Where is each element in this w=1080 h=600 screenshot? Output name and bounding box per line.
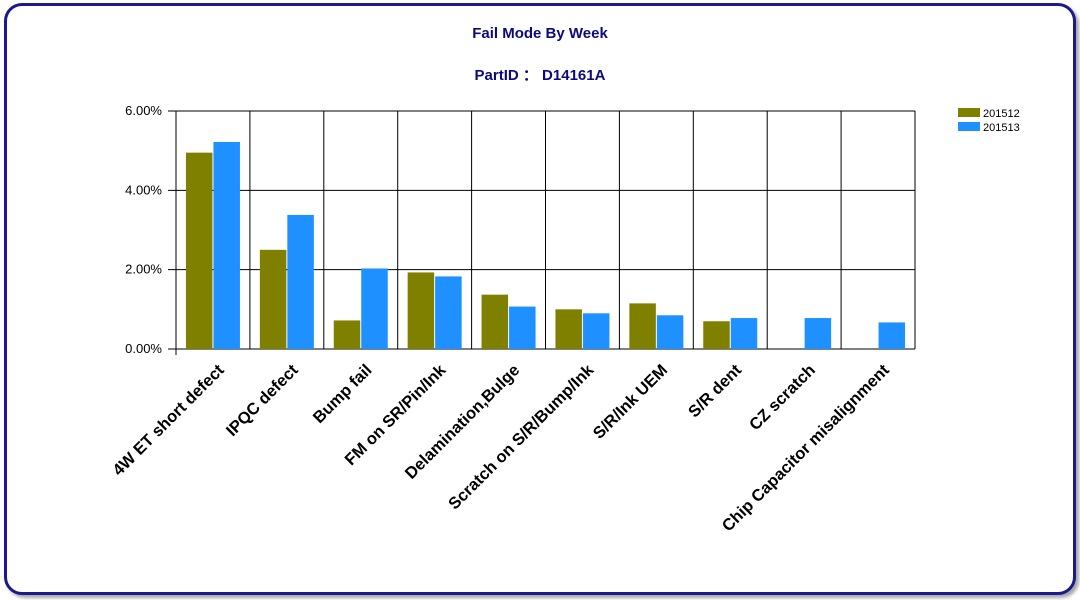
x-tick-label: 4W ET short defect — [109, 361, 228, 480]
bar-201512-3 — [407, 272, 435, 349]
bar-201512-1 — [259, 249, 287, 349]
y-tick-label: 0.00% — [125, 341, 162, 356]
x-tick-label: Chip Capacitor misalignment — [719, 361, 894, 536]
chart-subtitle: PartID ： D14161A — [474, 67, 606, 84]
x-tick-label: IPQC defect — [223, 361, 302, 440]
bar-201512-6 — [629, 303, 656, 349]
bar-201513-0 — [213, 141, 240, 349]
x-tick-label: Scratch on S/R/Bump/Ink — [445, 361, 598, 514]
bar-201512-2 — [333, 320, 361, 349]
legend-swatch-201513 — [958, 122, 980, 131]
chart-frame — [4, 3, 1076, 595]
bar-201512-7 — [703, 321, 730, 349]
bar-201513-1 — [287, 214, 314, 349]
bar-201513-9 — [878, 322, 906, 349]
bar-201513-5 — [582, 313, 610, 349]
x-tick-label: CZ scratch — [746, 361, 819, 434]
y-tick-label: 2.00% — [125, 262, 162, 277]
bar-201512-0 — [185, 152, 213, 349]
bar-201513-2 — [361, 268, 388, 349]
x-tick-label: S/R/Ink UEM — [590, 361, 671, 442]
legend-label-201513: 201513 — [983, 122, 1020, 134]
bar-201513-3 — [435, 276, 462, 349]
y-tick-label: 4.00% — [125, 182, 162, 197]
bar-201513-8 — [804, 318, 832, 349]
legend-swatch-201512 — [958, 108, 980, 117]
bar-201513-4 — [509, 306, 536, 349]
bar-201513-7 — [730, 318, 758, 349]
bar-201513-6 — [656, 315, 684, 349]
bar-201512-5 — [555, 309, 582, 349]
legend-label-201512: 201512 — [983, 108, 1020, 120]
x-tick-label: S/R dent — [685, 361, 745, 421]
y-tick-label: 6.00% — [125, 103, 162, 118]
chart-title: Fail Mode By Week — [472, 25, 608, 42]
x-tick-label: Bump fail — [310, 361, 376, 427]
bar-201512-4 — [481, 294, 509, 349]
